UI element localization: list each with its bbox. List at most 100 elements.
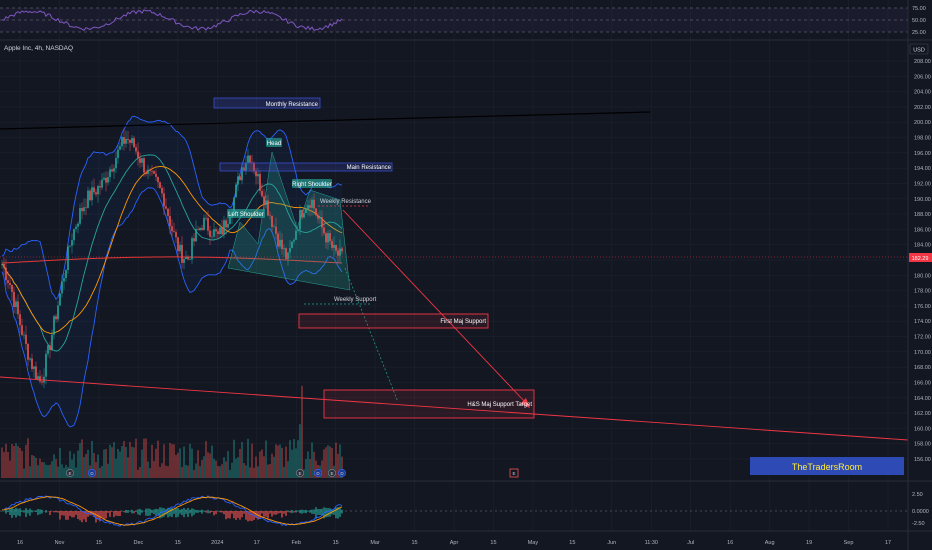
volume-bar <box>321 460 323 478</box>
candle-body <box>135 147 137 152</box>
candle-body <box>17 301 19 315</box>
candle-body <box>49 345 51 351</box>
volume-bar <box>43 462 45 478</box>
price-tick: 192.00 <box>914 181 931 187</box>
hs-target-box[interactable] <box>323 389 535 419</box>
candle-body <box>131 138 133 143</box>
macd-histogram-bar <box>173 509 175 514</box>
candle-body <box>67 246 69 271</box>
macd-histogram-bar <box>13 508 15 516</box>
macd-histogram-bar <box>213 511 215 516</box>
candle-body <box>175 232 177 238</box>
volume-bars <box>1 385 343 478</box>
volume-bar <box>255 456 257 478</box>
candle-body <box>21 325 23 336</box>
volume-bar <box>287 461 289 478</box>
candle-body <box>321 217 323 228</box>
price-tick: 168.00 <box>914 365 931 371</box>
volume-bar <box>267 464 269 478</box>
volume-bar <box>313 451 315 478</box>
volume-bar <box>309 459 311 478</box>
candle-body <box>335 244 337 251</box>
macd-histogram-bar <box>61 511 63 516</box>
candle-body <box>161 187 163 194</box>
time-tick: 11:30 <box>645 540 658 546</box>
main-resistance-box[interactable] <box>219 162 393 172</box>
earnings-marker[interactable] <box>328 469 336 477</box>
candle-body <box>239 176 241 181</box>
volume-bar <box>39 458 41 478</box>
volume-bar <box>53 454 55 478</box>
price-axis[interactable]: USD 208.00 206.00 204.00 202.00 200.00 198.00… <box>907 0 932 550</box>
earnings-marker[interactable] <box>66 469 74 477</box>
event-marker-label: D <box>90 471 94 476</box>
volume-bar <box>79 443 81 478</box>
watermark-text: TheTradersRoom <box>792 462 862 472</box>
macd-histogram-bar <box>195 510 197 513</box>
dividend-marker[interactable] <box>314 469 322 477</box>
candle-body <box>215 229 217 232</box>
candle-body <box>87 190 89 208</box>
volume-bar <box>137 469 139 478</box>
candle-body <box>141 158 143 163</box>
time-tick: 17 <box>885 540 891 546</box>
currency-badge[interactable] <box>909 43 929 55</box>
rsi-tick: 25.00 <box>912 30 926 36</box>
first-maj-support-box[interactable] <box>298 313 489 329</box>
macd-histogram-bar <box>63 511 65 516</box>
macd-histogram-bar <box>267 511 269 519</box>
candle-body <box>323 227 325 234</box>
candle-body <box>263 196 265 206</box>
price-tick: 166.00 <box>914 380 931 386</box>
earnings-marker[interactable] <box>509 468 519 478</box>
candle-body <box>285 248 287 259</box>
candles <box>1 128 343 389</box>
hs-target-label: H&S Maj Support Target <box>467 402 532 408</box>
candle-body <box>77 223 79 227</box>
monthly-resistance-box[interactable] <box>213 97 321 109</box>
candle-body <box>177 237 179 252</box>
time-tick: 16 <box>727 540 733 546</box>
macd-histogram-bar <box>31 510 33 513</box>
macd-histogram-bar <box>19 508 21 517</box>
volume-bar <box>305 458 307 478</box>
volume-bar <box>87 449 89 478</box>
volume-bar <box>189 443 191 478</box>
volume-bar <box>147 461 149 478</box>
symbol-title[interactable]: Apple Inc, 4h, NASDAQ <box>4 45 73 52</box>
volume-bar <box>111 447 113 478</box>
volume-bar <box>339 444 341 478</box>
candle-body <box>317 215 319 219</box>
candle-body <box>237 176 239 185</box>
macd-histogram-bar <box>187 507 189 518</box>
volume-bar <box>329 446 331 478</box>
candle-body <box>159 182 161 188</box>
candle-body <box>133 138 135 148</box>
macd-histogram-bar <box>293 511 295 513</box>
time-axis[interactable]: 16 Nov 15 Dec 15 2024 17 Feb 15 Mar 15 Apr 15 May 15 Ju… <box>17 540 891 546</box>
volume-bar <box>121 445 123 478</box>
macd-histogram-bar <box>17 508 19 516</box>
macd-histogram-bar <box>131 509 133 514</box>
time-tick: 19 <box>806 540 812 546</box>
volume-bar <box>337 453 339 478</box>
volume-bar <box>119 451 121 478</box>
volume-bar <box>301 385 303 478</box>
event-marker-label: E <box>512 471 515 476</box>
earnings-marker[interactable] <box>296 469 304 477</box>
volume-bar <box>123 440 125 478</box>
macd-histogram-bar <box>317 509 319 515</box>
candle-body <box>61 281 63 294</box>
candle-body <box>45 353 47 377</box>
time-tick: 15 <box>96 540 102 546</box>
candle-body <box>247 155 249 164</box>
candle-body <box>267 200 269 216</box>
volume-bar <box>187 465 189 478</box>
candle-body <box>193 238 195 242</box>
dividend-marker[interactable] <box>338 469 346 477</box>
dividend-marker[interactable] <box>88 469 96 477</box>
volume-bar <box>133 447 135 478</box>
volume-bar <box>17 446 19 478</box>
volume-bar <box>19 448 21 478</box>
